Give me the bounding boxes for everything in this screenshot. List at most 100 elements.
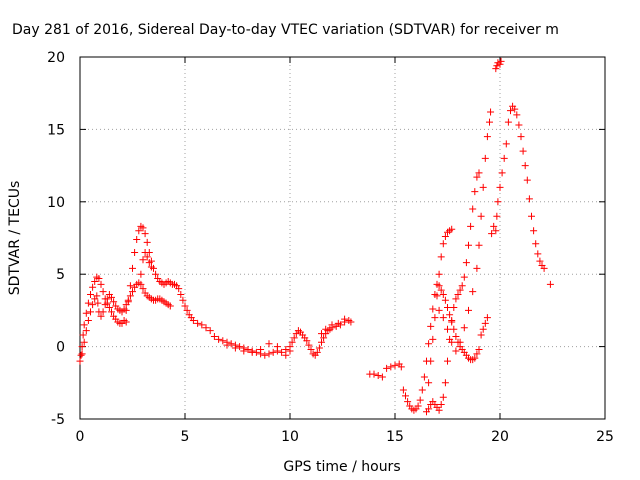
- data-point: [414, 402, 422, 410]
- data-point: [439, 240, 447, 248]
- data-point: [507, 107, 514, 115]
- data-point: [108, 308, 115, 316]
- data-point: [183, 306, 191, 314]
- data-point: [534, 250, 542, 258]
- data-point: [108, 293, 115, 301]
- data-point: [97, 312, 105, 320]
- tick-layer: 0 5 10 15 20 25 -5 0 5 10 15 20: [47, 50, 614, 445]
- data-points: [76, 57, 554, 416]
- data-point: [87, 308, 94, 316]
- data-point: [502, 140, 510, 148]
- data-point: [427, 322, 435, 330]
- data-point: [135, 227, 143, 235]
- data-point: [278, 348, 286, 356]
- data-point: [166, 302, 174, 310]
- data-point: [439, 393, 447, 401]
- data-point: [433, 292, 441, 300]
- data-point: [82, 309, 90, 317]
- data-point: [286, 343, 294, 351]
- data-point: [273, 343, 281, 351]
- data-point: [76, 357, 84, 365]
- data-point: [441, 379, 449, 387]
- data-point: [448, 338, 456, 346]
- data-point: [483, 314, 491, 322]
- data-point: [95, 275, 103, 283]
- data-point: [145, 259, 153, 267]
- data-point: [194, 319, 202, 327]
- data-point: [334, 319, 342, 327]
- data-point: [141, 248, 149, 256]
- data-point: [244, 345, 252, 353]
- data-point: [446, 311, 454, 319]
- data-point: [487, 108, 495, 116]
- data-point: [189, 317, 197, 325]
- grid-layer: [80, 57, 605, 419]
- data-point: [177, 290, 185, 298]
- data-point: [444, 325, 451, 333]
- data-point: [493, 212, 501, 220]
- data-point: [492, 227, 500, 235]
- y-axis-label: SDTVAR / TECUs: [7, 181, 23, 296]
- data-point: [80, 321, 88, 329]
- data-point: [103, 295, 111, 303]
- data-point: [517, 133, 525, 141]
- data-point: [452, 295, 460, 303]
- y-tick-label: 10: [47, 195, 65, 211]
- data-point: [532, 240, 540, 248]
- data-point: [420, 373, 428, 381]
- chart-title: Day 281 of 2016, Sidereal Day-to-day VTE…: [12, 22, 559, 38]
- data-point: [78, 343, 86, 351]
- data-point: [498, 169, 506, 177]
- data-point: [437, 253, 445, 261]
- data-point: [404, 398, 412, 406]
- data-point: [315, 344, 323, 352]
- y-tick-label: 15: [47, 122, 65, 138]
- data-point: [444, 357, 451, 365]
- data-point: [500, 154, 508, 162]
- data-point: [378, 373, 386, 381]
- data-point: [240, 347, 248, 355]
- data-point: [475, 169, 483, 177]
- data-point: [152, 270, 160, 278]
- data-point: [475, 241, 483, 249]
- data-point: [143, 253, 151, 261]
- data-point: [80, 338, 88, 346]
- data-point: [374, 372, 382, 380]
- data-point: [481, 319, 489, 327]
- data-point: [215, 335, 223, 343]
- data-point: [79, 331, 87, 339]
- data-point: [305, 341, 313, 349]
- data-point: [479, 325, 487, 333]
- x-tick-label: 0: [76, 429, 85, 445]
- data-point: [435, 282, 443, 290]
- data-point: [530, 227, 538, 235]
- data-point: [483, 133, 491, 141]
- data-point: [105, 304, 113, 312]
- data-point: [202, 324, 210, 332]
- data-point: [137, 270, 145, 278]
- data-point: [462, 259, 470, 267]
- data-point: [328, 321, 336, 329]
- data-point: [437, 401, 445, 409]
- data-point: [425, 340, 433, 348]
- data-point: [490, 222, 498, 230]
- data-point: [265, 350, 273, 358]
- data-point: [122, 318, 130, 326]
- data-point: [448, 317, 456, 325]
- data-point: [473, 173, 481, 181]
- data-point: [141, 230, 149, 238]
- data-point: [448, 225, 456, 233]
- data-point: [479, 183, 487, 191]
- data-point: [477, 212, 485, 220]
- data-point: [318, 338, 325, 346]
- data-point: [465, 241, 472, 249]
- data-point: [94, 299, 102, 307]
- data-point: [383, 364, 391, 372]
- data-point: [540, 264, 548, 272]
- y-tick-label: 5: [56, 267, 65, 283]
- data-point: [456, 338, 464, 346]
- data-point: [460, 324, 468, 332]
- data-point: [89, 301, 97, 309]
- data-point: [175, 285, 183, 293]
